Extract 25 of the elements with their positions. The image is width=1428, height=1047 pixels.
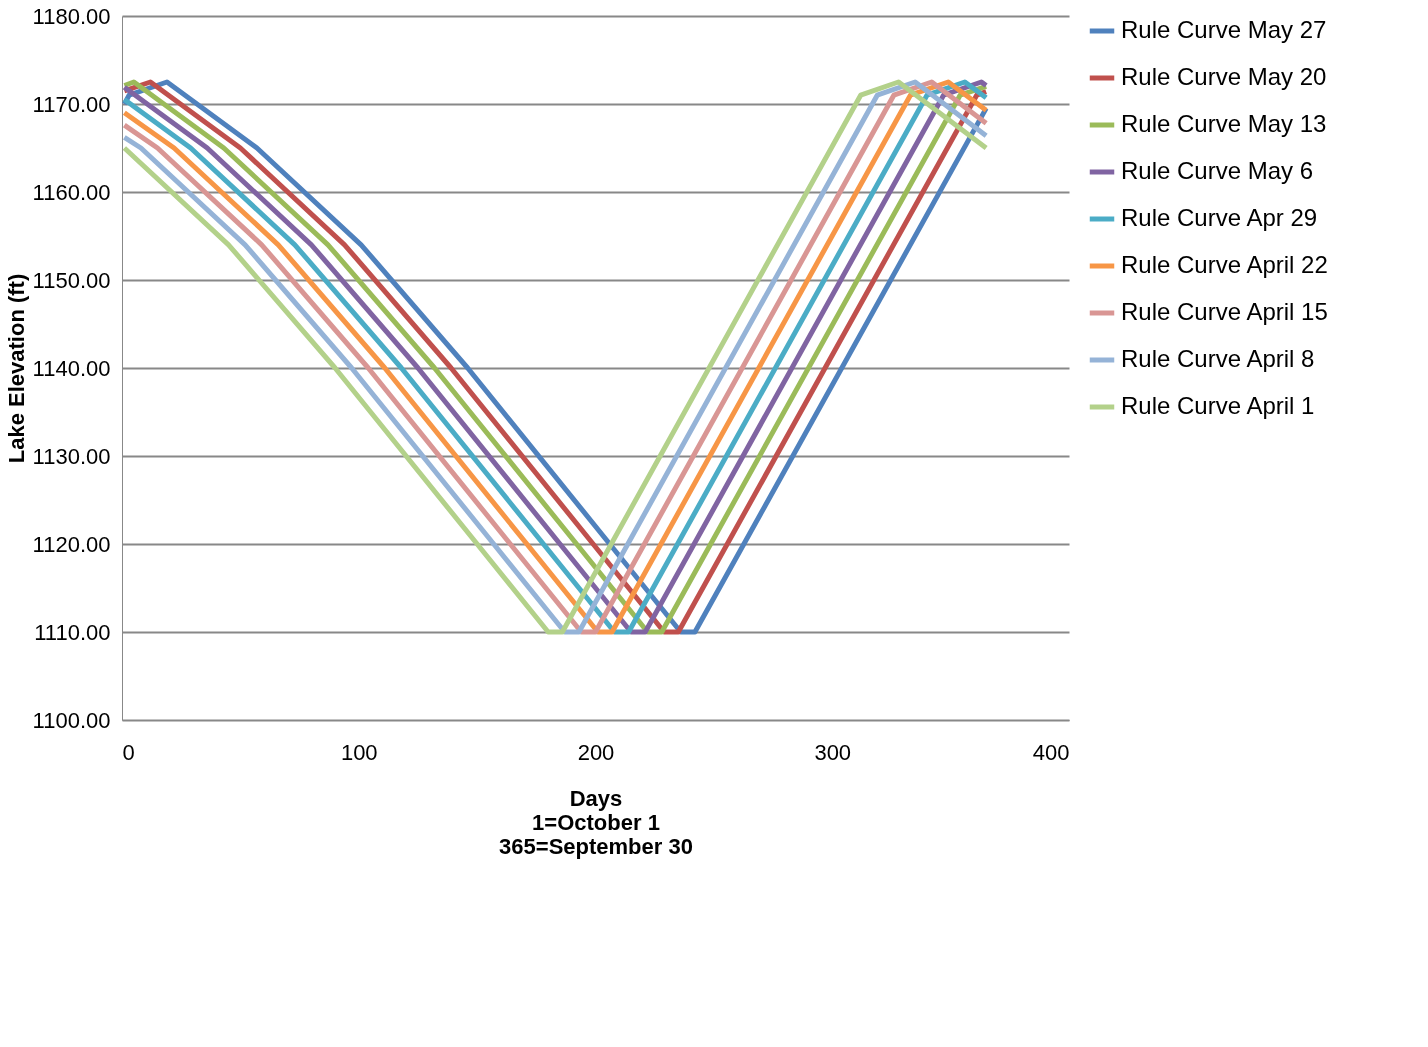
legend-label: Rule Curve April 22	[1121, 251, 1328, 278]
x-tick-label: 300	[814, 739, 852, 765]
legend-label: Rule Curve May 13	[1121, 110, 1327, 137]
y-tick-label: 1120.00	[32, 531, 111, 557]
y-tick-label: 1170.00	[32, 91, 111, 117]
legend-label: Rule Curve May 27	[1121, 16, 1327, 43]
y-tick-label: 1110.00	[34, 619, 111, 645]
x-tick-label: 100	[340, 739, 378, 765]
y-tick-label: 1140.00	[32, 355, 111, 381]
legend-label: Rule Curve April 15	[1121, 298, 1328, 325]
legend-label: Rule Curve May 6	[1121, 157, 1314, 184]
legend-label: Rule Curve April 1	[1121, 392, 1315, 419]
y-tick-label: 1180.00	[32, 3, 111, 29]
y-tick-label: 1100.00	[32, 707, 111, 733]
x-tick-label: 0	[122, 739, 135, 765]
x-axis-title: Days 1=October 1 365=September 30	[499, 785, 693, 859]
y-axis-title: Lake Elevation (ft)	[3, 273, 29, 464]
legend-label: Rule Curve Apr 29	[1121, 204, 1318, 231]
legend-label: Rule Curve May 20	[1121, 63, 1327, 90]
x-tick-label: 200	[577, 739, 615, 765]
y-tick-label: 1160.00	[32, 179, 111, 205]
x-tick-label: 400	[1032, 739, 1070, 765]
y-tick-label: 1150.00	[32, 267, 111, 293]
y-tick-label: 1130.00	[32, 443, 111, 469]
legend-label: Rule Curve April 8	[1121, 345, 1315, 372]
